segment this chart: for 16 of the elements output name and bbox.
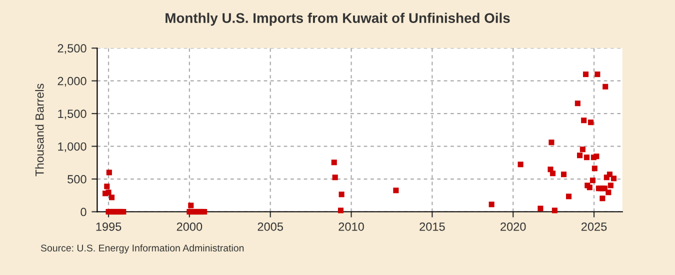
y-tick-label: 2,500 [58,44,86,54]
y-axis-title: Thousand Barrels [35,84,44,176]
y-tick-label: 1,000 [58,142,86,152]
x-tick-label: 1995 [96,222,122,231]
x-tick-label: 2000 [176,222,202,231]
y-tick-label: 500 [68,175,86,184]
x-tick-label: 2010 [338,222,364,231]
y-tick-label: 0 [80,208,86,216]
source-note: Source: U.S. Energy Information Administration [40,244,244,254]
x-tick-label: 2015 [420,222,445,231]
x-tick-label: 2005 [258,222,283,231]
chart-title: Monthly U.S. Imports from Kuwait of Unfinished Oils [166,12,510,26]
x-tick-label: 2020 [500,222,526,231]
x-tick-label: 2025 [581,222,607,231]
y-tick-label: 1,500 [58,110,86,120]
y-tick-label: 2,000 [58,76,86,87]
